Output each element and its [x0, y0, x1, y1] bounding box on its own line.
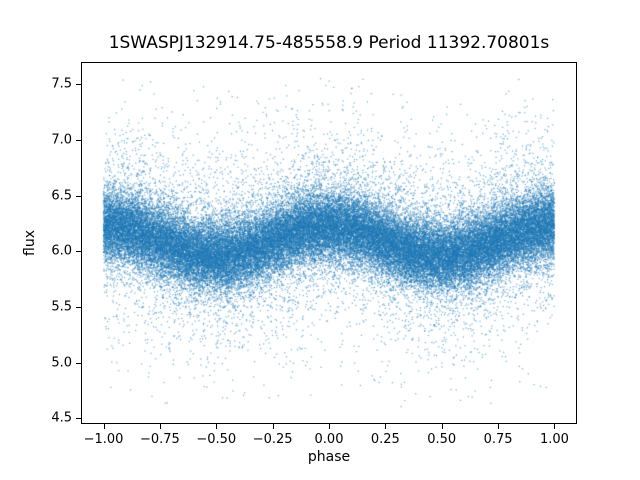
x-tick-label: −0.25	[252, 432, 293, 447]
x-tick	[103, 424, 105, 429]
x-tick	[216, 424, 218, 429]
y-tick	[76, 195, 81, 197]
y-tick	[76, 251, 81, 253]
y-tick-label: 5.5	[51, 299, 72, 315]
x-tick-label: 1.00	[539, 432, 569, 447]
x-tick	[159, 424, 161, 429]
y-tick-label: 5.0	[51, 355, 72, 371]
y-tick	[76, 307, 81, 309]
y-tick-label: 6.0	[51, 243, 72, 259]
x-tick-label: −1.00	[83, 432, 124, 447]
x-tick	[554, 424, 556, 429]
x-tick	[498, 424, 500, 429]
x-tick-label: −0.75	[139, 432, 180, 447]
x-tick-label: 0.25	[370, 432, 400, 447]
x-tick	[441, 424, 443, 429]
y-tick-label: 4.5	[51, 410, 72, 426]
x-tick-label: −0.50	[196, 432, 237, 447]
y-tick-label: 7.5	[51, 76, 72, 92]
x-tick-label: 0.00	[314, 432, 344, 447]
y-axis-label: flux	[22, 230, 38, 256]
y-tick-label: 7.0	[51, 132, 72, 148]
y-tick-label: 6.5	[51, 188, 72, 204]
y-tick	[76, 418, 81, 420]
x-tick	[385, 424, 387, 429]
x-tick	[329, 424, 330, 429]
x-tick-label: 0.50	[427, 432, 457, 447]
x-axis-label: phase	[307, 449, 351, 465]
y-tick	[76, 139, 81, 141]
y-tick	[76, 362, 81, 364]
x-tick-label: 0.75	[483, 432, 513, 447]
y-tick	[76, 84, 81, 86]
x-tick	[272, 424, 274, 429]
